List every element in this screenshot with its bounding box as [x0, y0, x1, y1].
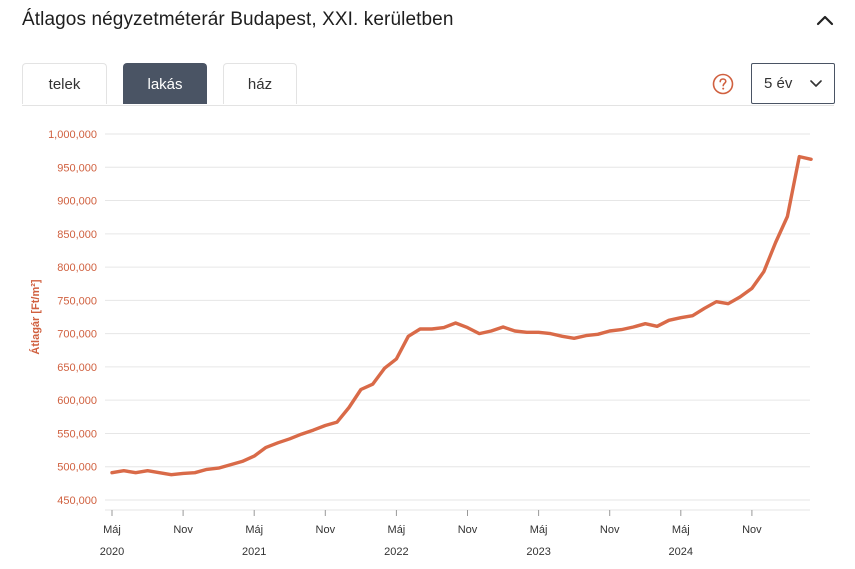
chevron-up-icon[interactable]	[813, 8, 837, 32]
x-tick-year: 2020	[100, 546, 124, 558]
x-tick-label: Nov	[316, 524, 336, 536]
x-tick-label: Máj	[245, 524, 263, 536]
page-title: Átlagos négyzetméterár Budapest, XXI. ke…	[22, 9, 454, 30]
tab-telek[interactable]: telek	[22, 63, 107, 104]
x-tick-label: Máj	[672, 524, 690, 536]
y-tick-label: 900,000	[57, 196, 97, 208]
question-circle-icon[interactable]	[712, 73, 734, 95]
series-line	[110, 154, 813, 477]
tab-lakas[interactable]: lakás	[123, 63, 207, 104]
y-tick-label: 950,000	[57, 162, 97, 174]
y-tick-label: 600,000	[57, 395, 97, 407]
price-line-chart: 1,000,000 950,000 900,000 850,000 800,000 750…	[29, 129, 813, 558]
y-axis-label: Átlagár [Ft/m²]	[29, 279, 42, 355]
y-tick-label: 700,000	[57, 329, 97, 341]
y-tick-label: 800,000	[57, 262, 97, 274]
x-tick-label: Nov	[600, 524, 620, 536]
x-tick-year: 2022	[384, 546, 408, 558]
x-tick-year: 2021	[242, 546, 266, 558]
y-tick-label: 650,000	[57, 362, 97, 374]
x-tick-label: Nov	[742, 524, 762, 536]
x-tick-label: Máj	[103, 524, 121, 536]
y-tick-label: 450,000	[57, 495, 97, 507]
property-type-tabs: telek lakás ház	[22, 63, 834, 106]
x-tick-year: 2024	[669, 546, 693, 558]
x-tick-label: Nov	[458, 524, 478, 536]
y-tick-label: 550,000	[57, 428, 97, 440]
y-tick-label: 500,000	[57, 462, 97, 474]
chevron-down-icon	[810, 80, 822, 87]
y-tick-label: 850,000	[57, 229, 97, 241]
x-tick-label: Máj	[388, 524, 406, 536]
x-tick-year: 2023	[526, 546, 550, 558]
period-select-value: 5 év	[764, 75, 793, 92]
tab-haz[interactable]: ház	[223, 63, 297, 104]
period-select[interactable]: 5 év	[751, 63, 835, 104]
y-tick-label: 750,000	[57, 295, 97, 307]
x-tick-label: Máj	[530, 524, 548, 536]
x-tick-label: Nov	[173, 524, 193, 536]
y-tick-label: 1,000,000	[48, 129, 97, 141]
